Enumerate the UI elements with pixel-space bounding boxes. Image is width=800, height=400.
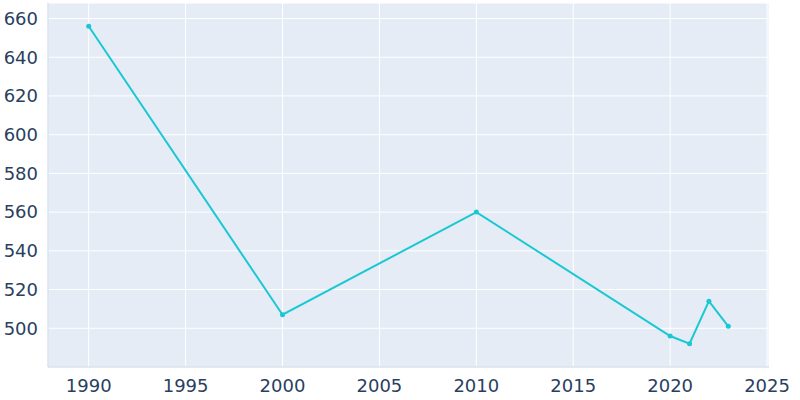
svg-text:560: 560: [8, 201, 38, 222]
svg-text:580: 580: [8, 163, 38, 184]
svg-text:2020: 2020: [647, 375, 693, 396]
svg-text:540: 540: [8, 240, 38, 261]
svg-text:2000: 2000: [260, 375, 306, 396]
svg-text:1995: 1995: [163, 375, 209, 396]
svg-text:600: 600: [8, 124, 38, 145]
svg-text:2005: 2005: [357, 375, 403, 396]
svg-text:660: 660: [8, 8, 38, 29]
svg-text:2025: 2025: [744, 375, 790, 396]
svg-text:520: 520: [8, 279, 38, 300]
svg-text:2015: 2015: [550, 375, 596, 396]
svg-text:1990: 1990: [66, 375, 112, 396]
svg-text:640: 640: [8, 47, 38, 68]
svg-text:620: 620: [8, 85, 38, 106]
svg-text:2010: 2010: [453, 375, 499, 396]
svg-text:500: 500: [8, 318, 38, 339]
